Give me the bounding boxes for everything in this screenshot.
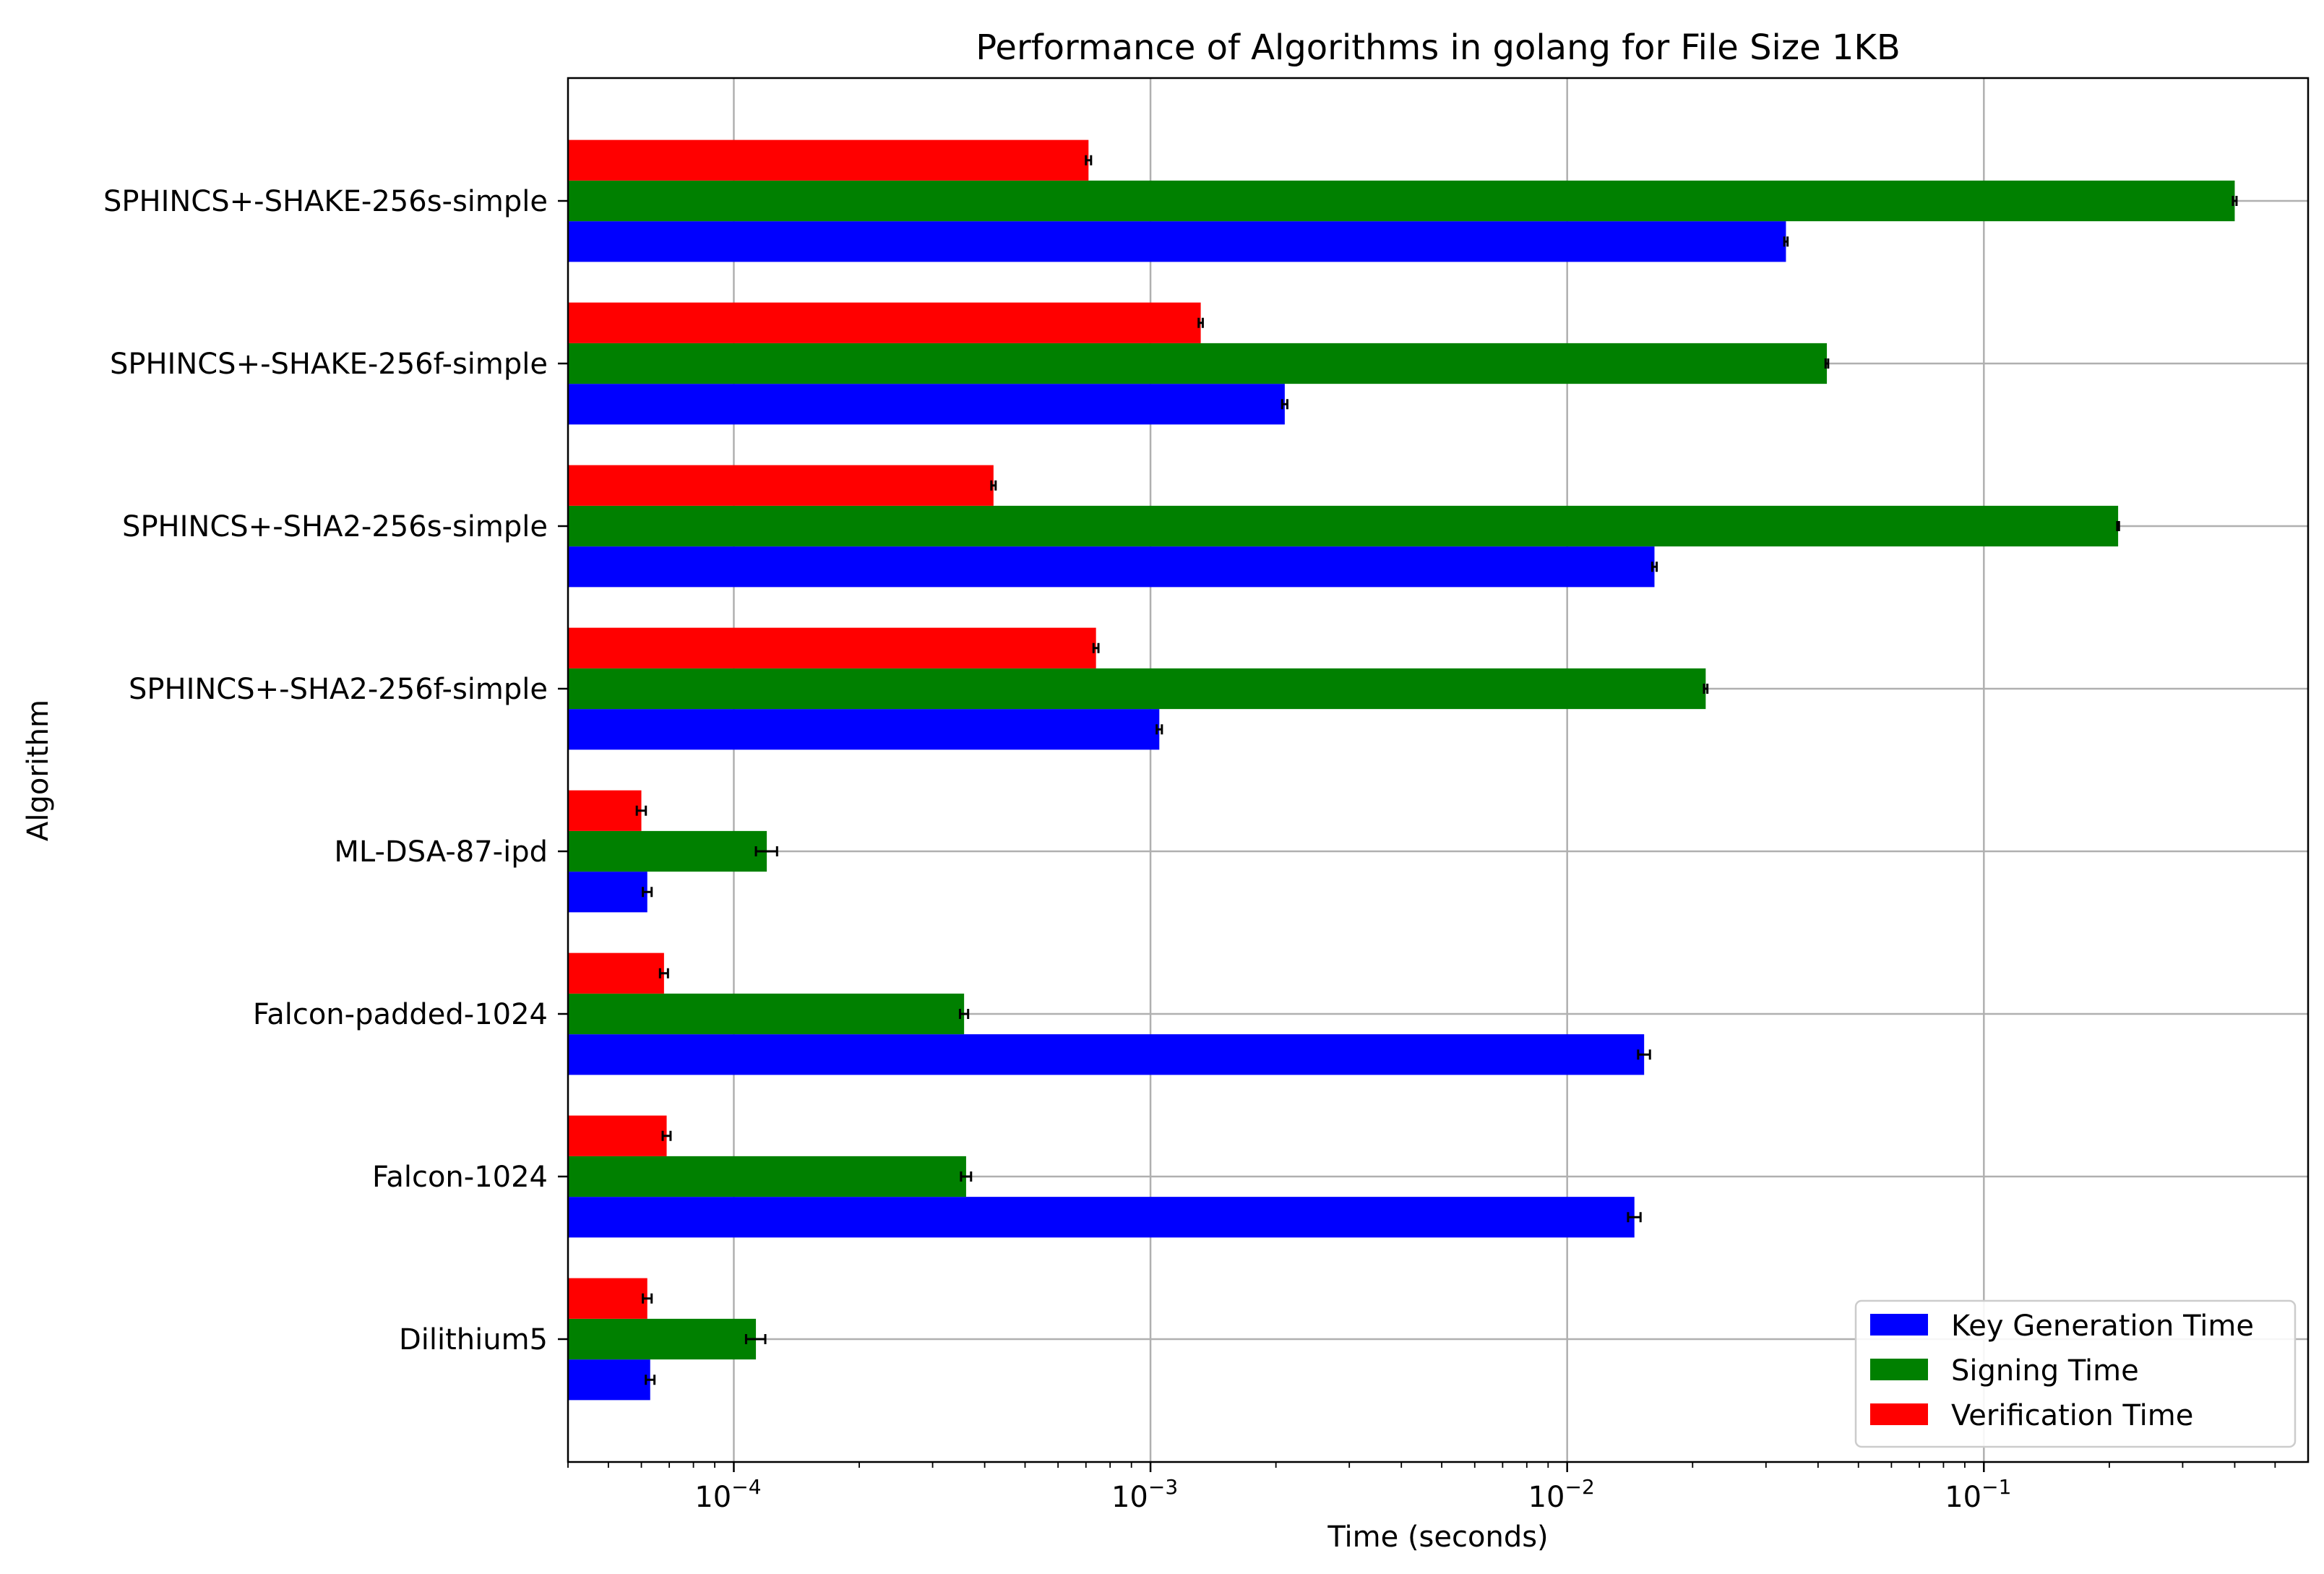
bar-signing-time-falcon-padded-1024: [568, 993, 965, 1035]
y-tick-label-sphincs-shake-256s-simple: SPHINCS+-SHAKE-256s-simple: [103, 185, 548, 218]
x-tick-label: 10−1: [1945, 1475, 2011, 1514]
bars: [568, 139, 2235, 1401]
bar-signing-time-ml-dsa-87-ipd: [568, 830, 767, 872]
bar-verification-time-sphincs-shake-256f-simple: [568, 302, 1201, 343]
bar-key-generation-time-dilithium5: [568, 1359, 650, 1401]
bar-key-generation-time-sphincs-shake-256f-simple: [568, 384, 1285, 425]
bar-signing-time-sphincs-sha2-256s-simple: [568, 505, 2119, 547]
bar-verification-time-falcon-1024: [568, 1115, 667, 1156]
bar-key-generation-time-falcon-1024: [568, 1197, 1635, 1238]
bar-verification-time-dilithium5: [568, 1278, 647, 1319]
bar-key-generation-time-sphincs-sha2-256s-simple: [568, 546, 1655, 588]
legend-swatch-verification: [1870, 1403, 1928, 1425]
legend-label-signing: Signing Time: [1951, 1354, 2139, 1388]
bar-signing-time-sphincs-shake-256f-simple: [568, 343, 1828, 384]
bar-signing-time-falcon-1024: [568, 1156, 966, 1197]
chart-title: Performance of Algorithms in golang for …: [976, 27, 1901, 68]
error-bars: [635, 155, 2238, 1385]
y-tick-label-ml-dsa-87-ipd: ML-DSA-87-ipd: [334, 835, 548, 869]
x-tick-label: 10−2: [1528, 1475, 1595, 1514]
y-tick-label-sphincs-sha2-256f-simple: SPHINCS+-SHA2-256f-simple: [129, 673, 548, 706]
x-tick-label: 10−4: [694, 1475, 761, 1514]
y-tick-label-sphincs-shake-256f-simple: SPHINCS+-SHAKE-256f-simple: [110, 348, 548, 381]
y-axis-ticks: Dilithium5 Falcon-1024 Falcon-padded-1024 M…: [103, 185, 568, 1356]
x-axis-ticks: 10−4 10−3 10−2 10−1: [567, 1462, 2276, 1514]
y-tick-label-sphincs-sha2-256s-simple: SPHINCS+-SHA2-256s-simple: [122, 510, 548, 543]
plot-frame: [567, 77, 2310, 1463]
legend-swatch-key-generation: [1870, 1314, 1928, 1336]
bar-key-generation-time-falcon-padded-1024: [568, 1034, 1645, 1075]
bar-verification-time-falcon-padded-1024: [568, 952, 664, 994]
bar-verification-time-ml-dsa-87-ipd: [568, 790, 642, 831]
bar-key-generation-time-sphincs-sha2-256f-simple: [568, 709, 1160, 750]
y-tick-label-falcon-padded-1024: Falcon-padded-1024: [253, 998, 548, 1031]
bar-signing-time-dilithium5: [568, 1318, 757, 1360]
legend-label-key-generation: Key Generation Time: [1951, 1309, 2254, 1343]
bar-verification-time-sphincs-sha2-256s-simple: [568, 465, 994, 506]
x-tick-label: 10−3: [1111, 1475, 1178, 1514]
x-axis-label: Time (seconds): [1327, 1521, 1548, 1554]
y-tick-label-dilithium5: Dilithium5: [399, 1323, 548, 1356]
bar-verification-time-sphincs-shake-256s-simple: [568, 139, 1089, 181]
bar-key-generation-time-ml-dsa-87-ipd: [568, 872, 647, 913]
bar-verification-time-sphincs-sha2-256f-simple: [568, 627, 1096, 668]
legend: Key Generation Time Signing Time Verific…: [1854, 1299, 2297, 1448]
bar-signing-time-sphincs-sha2-256f-simple: [568, 668, 1706, 710]
legend-swatch-signing: [1870, 1359, 1928, 1380]
legend-label-verification: Verification Time: [1951, 1399, 2193, 1432]
y-tick-label-falcon-1024: Falcon-1024: [372, 1161, 548, 1194]
bar-signing-time-sphincs-shake-256s-simple: [568, 180, 2235, 222]
bar-key-generation-time-sphincs-shake-256s-simple: [568, 221, 1786, 262]
legend-box: [1854, 1299, 2297, 1448]
y-axis-label: Algorithm: [22, 700, 55, 841]
